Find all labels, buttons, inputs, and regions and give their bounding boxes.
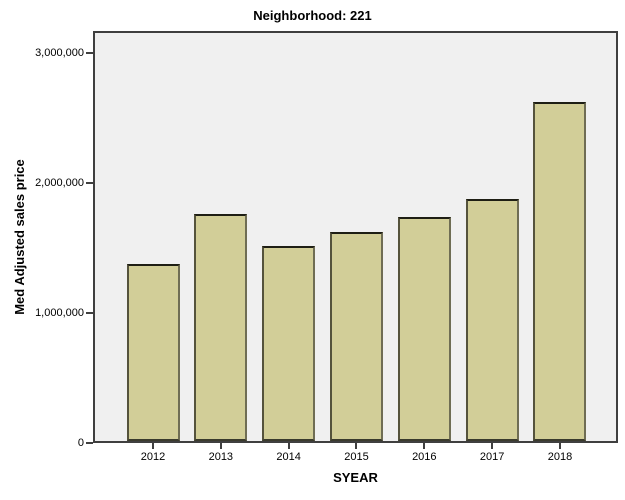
y-tick (86, 312, 93, 314)
x-axis-title: SYEAR (333, 470, 378, 485)
bar-2018 (533, 102, 587, 441)
x-tick (355, 443, 358, 449)
chart-title: Neighborhood: 221 (253, 8, 372, 23)
bar-2012 (126, 264, 180, 441)
x-tick (491, 443, 494, 449)
bar-2016 (397, 217, 451, 441)
x-tick (558, 443, 561, 449)
y-tick (86, 442, 93, 444)
x-tick (423, 443, 426, 449)
x-tick (287, 443, 290, 449)
y-tick (86, 182, 93, 184)
x-tick-label: 2012 (140, 451, 166, 463)
x-tick-label: 2016 (412, 451, 437, 463)
x-tick-label: 2017 (479, 451, 505, 463)
bar-2013 (194, 214, 248, 441)
x-tick-label: 2014 (276, 451, 301, 463)
x-tick-label: 2015 (344, 451, 369, 463)
x-tick (152, 443, 154, 449)
x-tick-label: 2013 (208, 451, 234, 463)
x-tick-label: 2018 (547, 451, 573, 463)
bar-2017 (465, 199, 519, 441)
bar-2015 (329, 232, 383, 441)
y-axis-title: Med Adjusted sales price (12, 159, 27, 315)
x-tick (219, 443, 222, 449)
bar-2014 (262, 246, 316, 441)
y-tick-label: 2,000,000 (35, 177, 84, 189)
y-tick (86, 52, 93, 54)
y-tick-label: 0 (77, 437, 84, 449)
y-tick-label: 3,000,000 (35, 47, 84, 59)
plot-area (93, 31, 618, 443)
y-tick-label: 1,000,000 (35, 307, 84, 319)
